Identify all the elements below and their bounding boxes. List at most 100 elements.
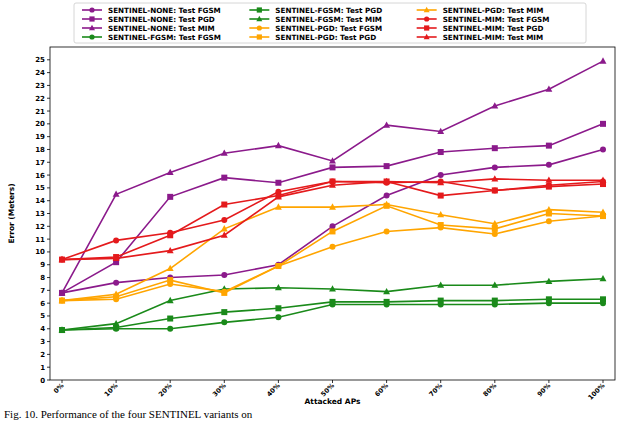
y-tick (47, 367, 50, 368)
y-tick-label: 9 (40, 261, 45, 269)
point (383, 288, 390, 294)
series (59, 178, 606, 262)
x-tick-label: 80% (482, 381, 499, 398)
point (437, 179, 444, 185)
point (492, 231, 498, 237)
y-tick-label: 16 (35, 172, 45, 180)
x-tick-label: 50% (319, 381, 336, 398)
point (221, 175, 227, 181)
point (384, 163, 390, 169)
y-tick-label: 11 (35, 236, 45, 244)
x-tick (494, 380, 495, 383)
legend-label: SENTINEL-FGSM: Test PGD (275, 6, 382, 15)
point (383, 121, 390, 127)
point (492, 298, 498, 304)
point (59, 290, 65, 296)
y-tick-label: 17 (35, 159, 45, 167)
legend-label: SENTINEL-PGD: Test MIM (443, 6, 544, 15)
series-line (62, 181, 603, 259)
y-tick-label: 2 (40, 351, 45, 359)
y-tick-label: 8 (40, 274, 45, 282)
legend-label: SENTINEL-FGSM: Test MIM (275, 15, 382, 24)
legend-label: SENTINEL-NONE: Test MIM (108, 24, 215, 33)
point (167, 316, 173, 322)
point (221, 150, 228, 156)
y-tick-label: 15 (35, 184, 45, 192)
x-tick (278, 380, 279, 383)
point (383, 201, 390, 207)
point (113, 280, 119, 286)
y-axis-label: Error (Meters) (7, 183, 16, 243)
point (221, 217, 227, 223)
point (384, 299, 390, 305)
y-tick-label: 21 (35, 108, 45, 116)
point (329, 157, 336, 163)
point (437, 128, 444, 134)
y-tick-label: 7 (40, 287, 45, 295)
x-tick (603, 380, 604, 383)
plot-frame (50, 47, 615, 380)
legend-item: SENTINEL-MIM: Test FGSM (417, 15, 550, 24)
legend-marker (89, 25, 95, 30)
title: Fig. 10. Performance of the four SENTINE… (4, 408, 253, 420)
legend-item: SENTINEL-FGSM: Test FGSM (82, 33, 221, 42)
legend-marker (257, 25, 262, 30)
point (329, 285, 336, 291)
point (492, 164, 498, 170)
y-tick-label: 1 (40, 364, 45, 372)
point (330, 164, 336, 170)
series-line (62, 181, 603, 259)
chart: 0123456789101112131415161718192021222324… (0, 0, 640, 422)
point (221, 272, 227, 278)
x-tick (170, 380, 171, 383)
point (113, 290, 120, 296)
y-tick-label: 14 (35, 197, 45, 205)
y-tick (47, 380, 50, 381)
point (492, 187, 498, 193)
point (221, 309, 227, 315)
y-tick (47, 328, 50, 329)
y-tick-label: 12 (35, 223, 45, 231)
point (59, 290, 65, 296)
series-line (62, 299, 603, 330)
y-tick (47, 200, 50, 201)
legend-item: SENTINEL-NONE: Test MIM (82, 24, 215, 33)
point (384, 193, 390, 199)
legend-label: SENTINEL-PGD: Test PGD (275, 33, 376, 42)
x-tick (440, 380, 441, 383)
point (330, 228, 336, 234)
y-tick-label: 6 (40, 300, 45, 308)
point (167, 297, 174, 303)
y-tick (47, 239, 50, 240)
legend-marker (424, 25, 429, 30)
y-tick (47, 290, 50, 291)
point (438, 193, 444, 199)
y-tick-label: 19 (35, 133, 45, 141)
point (546, 184, 552, 190)
y-tick (47, 111, 50, 112)
point (491, 281, 498, 287)
point (492, 226, 498, 232)
legend-label: SENTINEL-NONE: Test FGSM (108, 6, 221, 15)
point (113, 237, 119, 243)
point (167, 247, 174, 253)
legend-label: SENTINEL-FGSM: Test FGSM (108, 33, 221, 42)
point (491, 102, 498, 108)
point (492, 187, 498, 193)
x-tick-label: 0% (52, 381, 66, 395)
point (59, 289, 66, 295)
y-tick (47, 136, 50, 137)
point (491, 220, 498, 226)
series (59, 203, 606, 304)
point (437, 281, 444, 287)
y-tick (47, 251, 50, 252)
legend-item: SENTINEL-PGD: Test PGD (249, 33, 376, 42)
legend-box (74, 3, 586, 43)
point (275, 180, 281, 186)
point (600, 57, 607, 63)
point (330, 244, 336, 250)
y-tick (47, 187, 50, 188)
legend-item: SENTINEL-FGSM: Test MIM (249, 15, 382, 24)
series (59, 201, 607, 303)
legend-item: SENTINEL-FGSM: Test PGD (249, 6, 382, 15)
